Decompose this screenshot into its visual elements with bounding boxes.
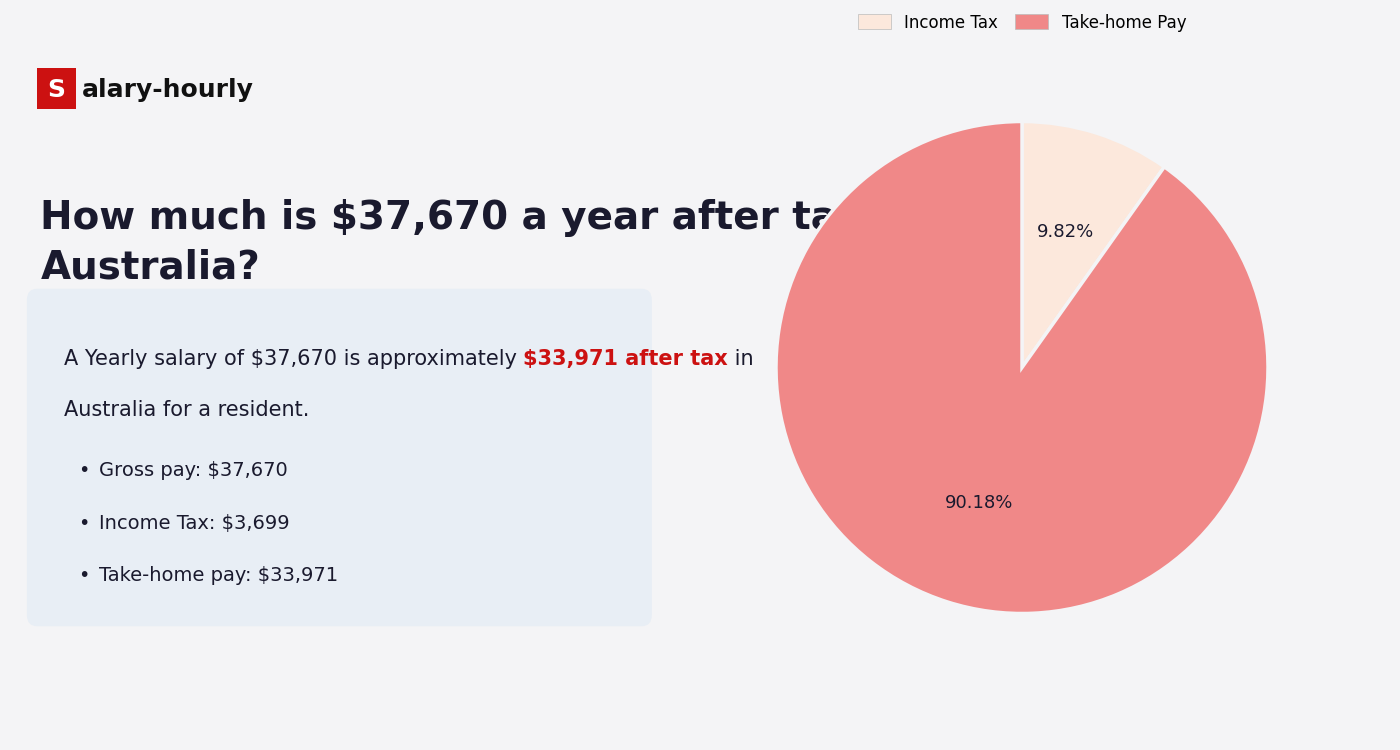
Text: Income Tax: $3,699: Income Tax: $3,699 <box>99 514 290 532</box>
Text: $33,971 after tax: $33,971 after tax <box>524 349 728 369</box>
Text: Take-home pay: $33,971: Take-home pay: $33,971 <box>99 566 337 585</box>
Text: •: • <box>78 566 90 585</box>
Text: Australia for a resident.: Australia for a resident. <box>64 400 309 420</box>
Text: S: S <box>48 78 66 102</box>
FancyBboxPatch shape <box>27 289 652 626</box>
Wedge shape <box>1022 122 1165 368</box>
Text: 90.18%: 90.18% <box>945 494 1012 512</box>
Text: How much is $37,670 a year after tax in
Australia?: How much is $37,670 a year after tax in … <box>41 199 917 286</box>
Text: Gross pay: $37,670: Gross pay: $37,670 <box>99 461 287 480</box>
Legend: Income Tax, Take-home Pay: Income Tax, Take-home Pay <box>851 7 1193 38</box>
Text: in: in <box>728 349 753 369</box>
Text: A Yearly salary of $37,670 is approximately: A Yearly salary of $37,670 is approximat… <box>64 349 524 369</box>
Text: 9.82%: 9.82% <box>1036 223 1093 241</box>
FancyBboxPatch shape <box>36 68 76 109</box>
Wedge shape <box>776 122 1268 614</box>
Text: alary-hourly: alary-hourly <box>83 78 253 102</box>
Text: •: • <box>78 461 90 480</box>
Text: •: • <box>78 514 90 532</box>
